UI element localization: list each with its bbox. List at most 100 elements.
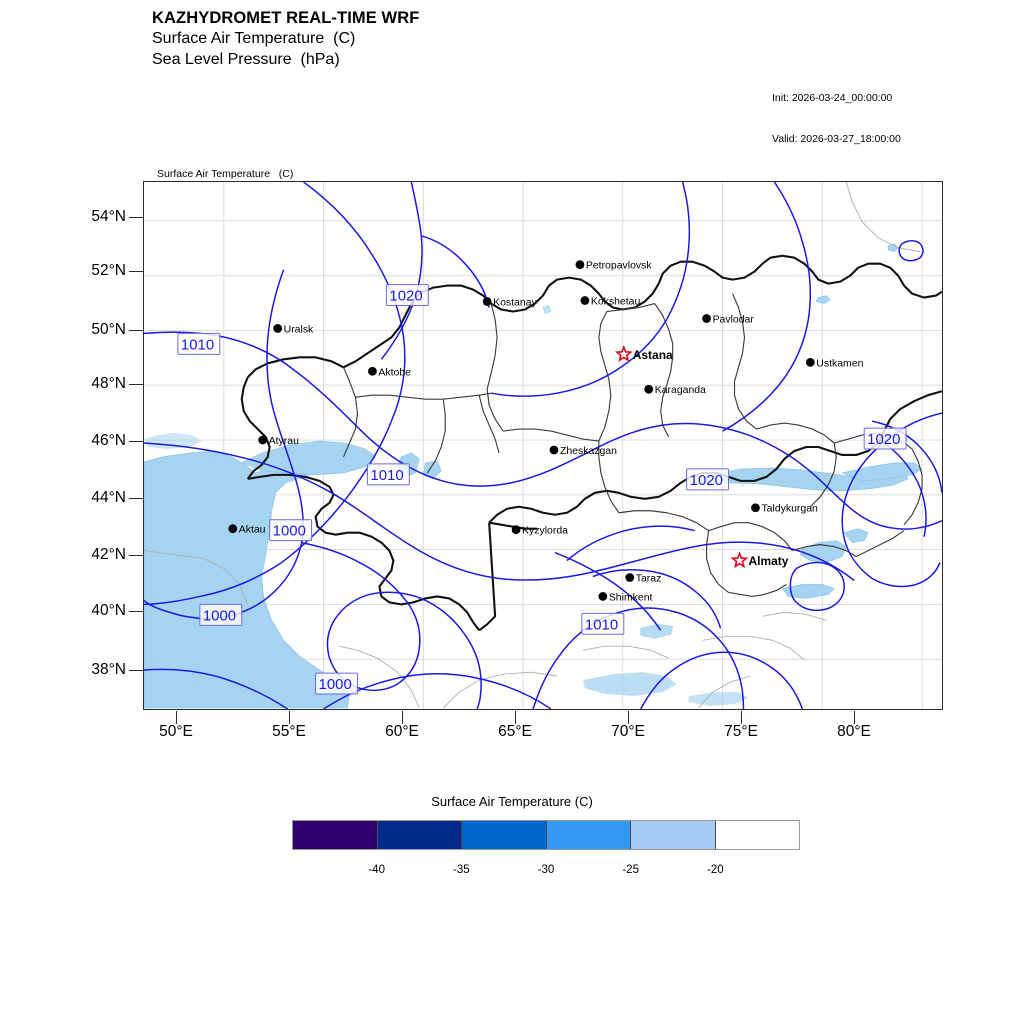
y-axis: 54°N 52°N 50°N 48°N 46°N 44°N 42°N 40°N 38°N [0, 0, 126, 1024]
city-marker[interactable]: Shimkent [598, 592, 653, 603]
city-label: Uralsk [284, 324, 314, 335]
x-axis-tick-mark [515, 711, 516, 724]
city-label: Taraz [636, 573, 662, 584]
city-dot-icon [482, 297, 492, 306]
x-axis-tick-label: 50°E [159, 723, 193, 740]
valid-time-label: Valid: 2026-03-27_18:00:00 [772, 133, 901, 146]
city-label: Ustkamen [816, 358, 863, 369]
weather-map[interactable]: 1020 1010 1020 1010 1020 1000 1000 1010 [143, 181, 943, 710]
colorbar-segment [461, 821, 546, 849]
city-marker[interactable]: Astana [614, 344, 673, 362]
city-dot-icon [273, 324, 283, 333]
city-marker[interactable]: Kokshetau [580, 296, 641, 308]
y-axis-tick-label: 42°N [91, 546, 126, 563]
x-axis-tick-mark [176, 711, 177, 724]
city-label: Petropavlovsk [586, 261, 652, 272]
city-marker[interactable]: Atyrau [258, 435, 299, 447]
isobar-label: 1010 [581, 612, 625, 635]
header-subtitle-temperature: Surface Air Temperature (C) [152, 30, 356, 48]
city-marker[interactable]: Petropavlovsk [575, 260, 653, 272]
city-marker[interactable]: Uralsk [273, 324, 314, 335]
city-marker[interactable]: Aktobe [368, 366, 411, 378]
city-dot-icon [580, 296, 590, 305]
colorbar-title: Surface Air Temperature (C) [431, 794, 593, 809]
colorbar-tick-label: -35 [453, 864, 470, 876]
city-dot-icon [751, 503, 760, 513]
map-caption-temperature: Surface Air Temperature (C) [157, 167, 294, 180]
svg-text:1000: 1000 [203, 607, 236, 624]
isobar-label: 1000 [269, 519, 313, 542]
city-label: Atyrau [269, 436, 299, 447]
x-axis-tick-mark [741, 711, 742, 724]
svg-text:1010: 1010 [585, 616, 618, 633]
y-axis-tick-mark [129, 217, 143, 218]
svg-text:1000: 1000 [319, 676, 352, 693]
city-dot-icon [368, 366, 377, 376]
header-subtitle-pressure: Sea Level Pressure (hPa) [152, 50, 340, 68]
y-axis-tick-mark [129, 441, 143, 442]
isobar-contours [144, 182, 942, 709]
run-info-block: Init: 2026-03-24_00:00:00 Valid: 2026-03… [772, 64, 901, 161]
city-label: Taldykurgan [761, 504, 818, 515]
x-axis-tick-label: 55°E [272, 723, 306, 740]
city-dot-icon [228, 524, 238, 534]
city-marker[interactable]: Karaganda [644, 384, 706, 396]
colorbar-segment [376, 821, 461, 849]
city-dot-icon [549, 445, 559, 455]
header-title-block: KAZHYDROMET REAL-TIME WRF Surface Air Te… [152, 8, 419, 70]
city-marker[interactable]: Aktau [228, 524, 266, 536]
svg-text:1010: 1010 [370, 467, 403, 484]
svg-text:1020: 1020 [389, 288, 422, 305]
city-label: Pavlodar [713, 314, 755, 325]
svg-text:1010: 1010 [181, 336, 214, 353]
city-dot-icon [575, 260, 585, 270]
city-dot-icon [598, 592, 608, 601]
svg-text:1020: 1020 [690, 472, 723, 489]
water-bodies [144, 243, 923, 709]
city-marker[interactable]: Taraz [625, 573, 661, 584]
national-borders [240, 254, 942, 632]
city-label: Aktau [239, 525, 266, 536]
city-marker[interactable]: Zheskazgan [549, 445, 618, 457]
x-axis-tick-mark [289, 711, 290, 724]
colorbar[interactable] [292, 820, 800, 850]
city-label: Shimkent [609, 592, 653, 603]
city-marker[interactable]: Almaty [730, 551, 789, 569]
x-axis-tick-label: 60°E [385, 723, 419, 740]
x-axis-tick-mark [854, 711, 855, 724]
colorbar-ticks: -40 -35 -30 -25 -20 [292, 864, 800, 882]
city-marker[interactable]: Kyzylorda [511, 525, 568, 537]
city-marker[interactable]: Ustkamen [805, 357, 864, 369]
city-label: Kyzylorda [522, 526, 568, 537]
isobar-label: 1000 [199, 603, 243, 626]
city-marker[interactable]: Kostanay [482, 297, 538, 309]
y-axis-tick-mark [129, 670, 143, 671]
isobar-label: 1000 [315, 672, 358, 695]
y-axis-tick-mark [129, 330, 143, 331]
isobar-label: 1020 [863, 427, 907, 450]
isobar-label: 1020 [686, 468, 730, 491]
y-axis-tick-label: 44°N [91, 489, 126, 506]
city-dot-icon [511, 525, 521, 535]
colorbar-tick-label: -25 [622, 864, 639, 876]
x-axis-tick-mark [628, 711, 629, 724]
city-label: Aktobe [378, 367, 411, 378]
city-dot-icon [644, 384, 654, 394]
admin-lines-faint [144, 182, 921, 709]
isobar-labels: 1020 1010 1020 1010 1020 1000 1000 1010 [177, 284, 907, 695]
colorbar-segment [714, 821, 799, 849]
city-dot-icon [625, 573, 635, 582]
city-marker[interactable]: Pavlodar [702, 314, 754, 325]
cities-layer: Petropavlovsk Kostanay Kokshetau Pavlodar Ur… [228, 260, 864, 603]
city-dot-icon [805, 357, 815, 367]
svg-text:1020: 1020 [867, 431, 900, 448]
y-axis-tick-mark [129, 555, 143, 556]
isobar-label: 1010 [366, 463, 410, 486]
y-axis-tick-label: 48°N [91, 375, 126, 392]
city-label: Karaganda [655, 385, 706, 396]
city-marker[interactable]: Taldykurgan [751, 503, 818, 515]
colorbar-segment [630, 821, 715, 849]
y-axis-tick-mark [129, 271, 143, 272]
x-axis-tick-label: 65°E [498, 723, 532, 740]
x-axis-tick-label: 75°E [724, 723, 758, 740]
